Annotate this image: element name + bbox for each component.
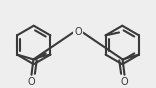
Text: O: O — [28, 77, 35, 87]
Text: O: O — [74, 27, 82, 37]
Text: O: O — [121, 77, 128, 87]
